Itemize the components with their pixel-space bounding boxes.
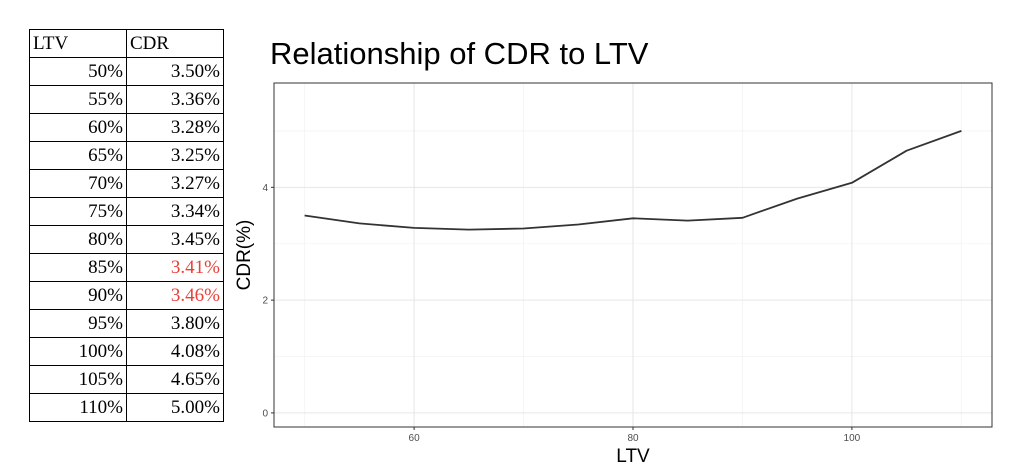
cdr-cell: 3.46% bbox=[126, 281, 224, 310]
ltv-cell: 50% bbox=[29, 57, 127, 86]
cdr-cell: 3.34% bbox=[126, 197, 224, 226]
ltv-cell: 70% bbox=[29, 169, 127, 198]
ltv-cell: 55% bbox=[29, 85, 127, 114]
x-axis-title: LTV bbox=[616, 446, 650, 465]
cdr-series-line bbox=[304, 130, 962, 231]
cdr-cell: 3.25% bbox=[126, 141, 224, 170]
cdr-cell: 3.50% bbox=[126, 57, 224, 86]
table-row: 110% 5.00% bbox=[29, 393, 224, 422]
table-row: 55% 3.36% bbox=[29, 85, 224, 114]
table-row: 95% 3.80% bbox=[29, 309, 224, 338]
cdr-cell: 5.00% bbox=[126, 393, 224, 422]
ltv-cell: 105% bbox=[29, 365, 127, 394]
ltv-cell: 100% bbox=[29, 337, 127, 366]
ltv-cell: 80% bbox=[29, 225, 127, 254]
y-tick-label: 2 bbox=[262, 296, 268, 307]
table-row: 65% 3.25% bbox=[29, 141, 224, 170]
y-tick-label: 4 bbox=[262, 183, 268, 194]
cdr-cell: 3.36% bbox=[126, 85, 224, 114]
ltv-cell: 85% bbox=[29, 253, 127, 282]
y-axis-title: CDR(%) bbox=[234, 220, 255, 291]
table-row: 60% 3.28% bbox=[29, 113, 224, 142]
ltv-cell: 110% bbox=[29, 393, 127, 422]
table-row: 80% 3.45% bbox=[29, 225, 224, 254]
table-row: 105% 4.65% bbox=[29, 365, 224, 394]
table-row: 75% 3.34% bbox=[29, 197, 224, 226]
line-chart: 60 80 100 0 2 4 LTV CDR(%) bbox=[234, 82, 993, 465]
cdr-cell: 3.45% bbox=[126, 225, 224, 254]
table-row: 50% 3.50% bbox=[29, 57, 224, 86]
cdr-cell: 3.41% bbox=[126, 253, 224, 282]
table-body: 50% 3.50% 55% 3.36% 60% 3.28% 65% 3.25% 70% 3.27%… bbox=[29, 57, 224, 422]
y-tick-label: 0 bbox=[262, 408, 268, 419]
ltv-cell: 60% bbox=[29, 113, 127, 142]
table-row: 90% 3.46% bbox=[29, 281, 224, 310]
chart-title: Relationship of CDR to LTV bbox=[270, 36, 649, 71]
cdr-column-header: CDR bbox=[126, 29, 224, 58]
table-row: 100% 4.08% bbox=[29, 337, 224, 366]
cdr-cell: 3.28% bbox=[126, 113, 224, 142]
cdr-cell: 4.08% bbox=[126, 337, 224, 366]
table-row: 70% 3.27% bbox=[29, 169, 224, 198]
x-tick-label: 100 bbox=[844, 433, 861, 444]
ltv-cdr-table: LTV CDR 50% 3.50% 55% 3.36% 60% 3.28% 65% 3.25%… bbox=[29, 29, 224, 422]
ltv-cell: 75% bbox=[29, 197, 127, 226]
cdr-cell: 4.65% bbox=[126, 365, 224, 394]
table-row: 85% 3.41% bbox=[29, 253, 224, 282]
ltv-cell: 65% bbox=[29, 141, 127, 170]
x-tick-label: 80 bbox=[627, 433, 639, 444]
x-tick-label: 60 bbox=[409, 433, 421, 444]
cdr-cell: 3.80% bbox=[126, 309, 224, 338]
cdr-cell: 3.27% bbox=[126, 169, 224, 198]
ltv-column-header: LTV bbox=[29, 29, 127, 58]
table-header-row: LTV CDR bbox=[29, 29, 224, 58]
ltv-cell: 90% bbox=[29, 281, 127, 310]
ltv-cell: 95% bbox=[29, 309, 127, 338]
